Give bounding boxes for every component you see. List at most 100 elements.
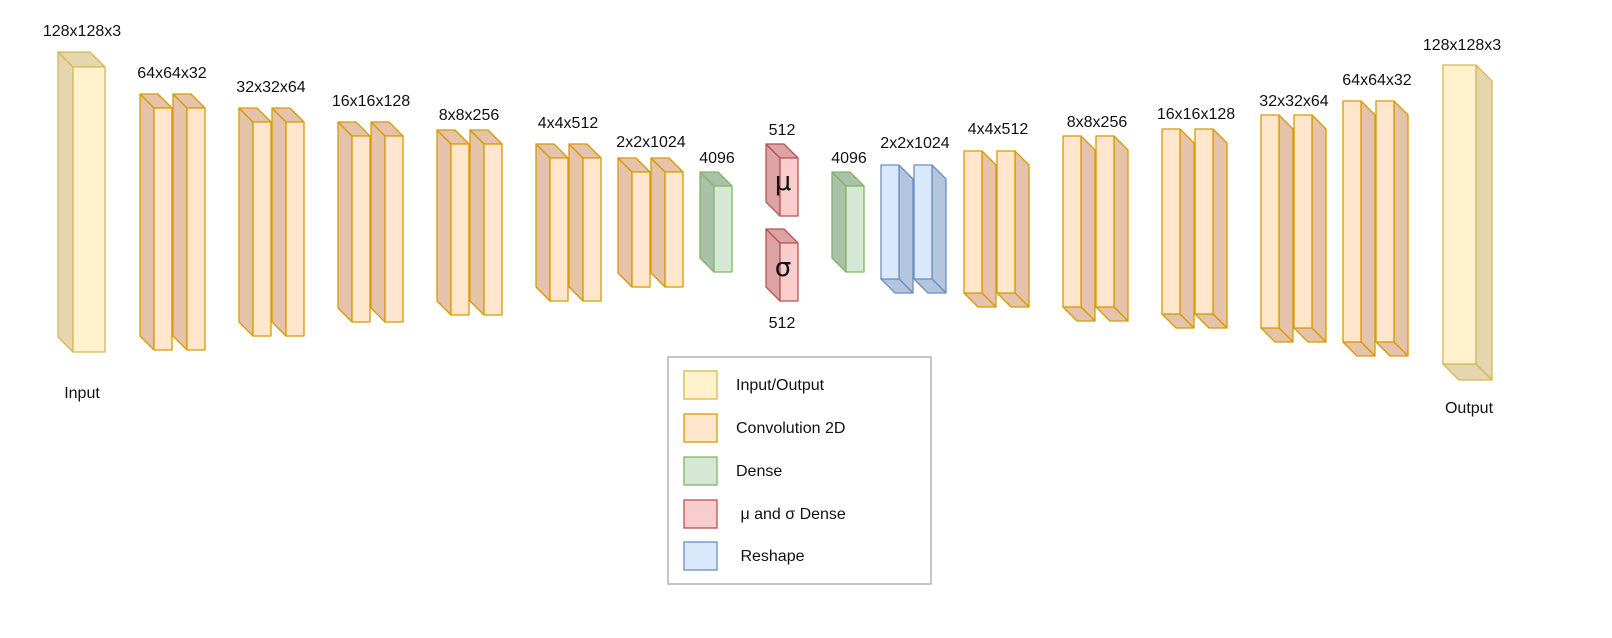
enc-conv-8x8x256-b-front — [483, 143, 503, 316]
enc-conv-2x2x1024-a-front — [631, 171, 651, 288]
dec-dim-label-4: 16x16x128 — [1157, 106, 1235, 123]
enc-conv-8x8x256-b — [469, 129, 503, 316]
input-block — [57, 51, 106, 353]
dec-dim-label-1: 2x2x1024 — [880, 135, 949, 152]
legend: Input/Output Convolution 2D Dense μ and … — [667, 356, 932, 585]
dec-dim-label-3: 8x8x256 — [1067, 114, 1128, 131]
mu-block — [765, 143, 799, 217]
enc-conv-32x32x64-b-front — [285, 121, 305, 337]
legend-swatch-musigma — [683, 499, 718, 529]
enc-conv-64x64x32-b — [172, 93, 206, 351]
enc-conv-2x2x1024-b-front — [664, 171, 684, 288]
output-label: Output — [1445, 400, 1494, 417]
enc-conv-8x8x256-a — [436, 129, 470, 316]
dec-conv-4x4x512-a-front — [963, 150, 983, 294]
enc-dim-label-1: 64x64x32 — [137, 65, 206, 82]
dec-dim-label-2: 4x4x512 — [968, 121, 1029, 138]
dec-conv-32x32x64-b-front — [1293, 114, 1313, 329]
dec-reshape-2x2x1024-b — [913, 164, 947, 294]
dec-conv-8x8x256-b — [1095, 135, 1129, 322]
enc-dim-label-7: 4096 — [699, 150, 735, 167]
enc-conv-2x2x1024-a — [617, 157, 651, 288]
enc-conv-32x32x64-a-front — [252, 121, 272, 337]
enc-conv-2x2x1024-b — [650, 157, 684, 288]
dec-reshape-2x2x1024-b-side — [931, 164, 947, 294]
enc-conv-4x4x512-b — [568, 143, 602, 302]
enc-conv-16x16x128-b-front — [384, 135, 404, 323]
enc-conv-4x4x512-a — [535, 143, 569, 302]
dec-dense-4096 — [831, 171, 865, 273]
input-block-side — [57, 51, 74, 353]
dec-conv-64x64x32-b-front — [1375, 100, 1395, 343]
mu-block-front — [779, 157, 799, 217]
dec-conv-8x8x256-b-front — [1095, 135, 1115, 308]
dec-conv-32x32x64-b-side — [1311, 114, 1327, 343]
dec-reshape-2x2x1024-b-front — [913, 164, 933, 280]
enc-conv-2x2x1024-a-side — [617, 157, 633, 288]
dec-dense-4096-side — [831, 171, 847, 273]
dec-dim-label-5: 32x32x64 — [1259, 93, 1328, 110]
dec-reshape-2x2x1024-a-side — [898, 164, 914, 294]
enc-conv-32x32x64-a — [238, 107, 272, 337]
input-label: Input — [64, 385, 100, 402]
legend-swatch-dense — [683, 456, 718, 486]
enc-conv-64x64x32-a-front — [153, 107, 173, 351]
output-block — [1442, 64, 1493, 381]
dec-conv-8x8x256-a-side — [1080, 135, 1096, 322]
dec-conv-64x64x32-b — [1375, 100, 1409, 357]
dec-conv-16x16x128-a — [1161, 128, 1195, 329]
dec-dim-label-6: 64x64x32 — [1342, 72, 1411, 89]
enc-dim-label-3: 16x16x128 — [332, 93, 410, 110]
dec-reshape-2x2x1024-a-front — [880, 164, 900, 280]
dec-conv-4x4x512-a-side — [981, 150, 997, 308]
enc-conv-64x64x32-a-side — [139, 93, 155, 351]
enc-conv-64x64x32-b-side — [172, 93, 188, 351]
enc-conv-2x2x1024-b-side — [650, 157, 666, 288]
dec-conv-4x4x512-b — [996, 150, 1030, 308]
dec-conv-64x64x32-b-side — [1393, 100, 1409, 357]
output-block-side — [1475, 64, 1493, 381]
dec-conv-4x4x512-b-front — [996, 150, 1016, 294]
legend-swatch-reshape — [683, 541, 718, 571]
dec-conv-64x64x32-a-side — [1360, 100, 1376, 357]
enc-conv-8x8x256-a-front — [450, 143, 470, 316]
enc-conv-4x4x512-a-side — [535, 143, 551, 302]
enc-dense-4096-side — [699, 171, 715, 273]
enc-conv-4x4x512-b-front — [582, 157, 602, 302]
legend-label-musigma: μ and σ Dense — [736, 506, 846, 523]
sigma-block-front — [779, 242, 799, 302]
enc-conv-32x32x64-b — [271, 107, 305, 337]
dec-reshape-2x2x1024-a — [880, 164, 914, 294]
enc-dim-label-2: 32x32x64 — [236, 79, 305, 96]
dec-dim-label-7: 128x128x3 — [1423, 37, 1501, 54]
dec-conv-64x64x32-a-front — [1342, 100, 1362, 343]
enc-conv-32x32x64-a-side — [238, 107, 254, 337]
dec-conv-16x16x128-b-side — [1212, 128, 1228, 329]
enc-conv-16x16x128-b-side — [370, 121, 386, 323]
enc-dense-4096-front — [713, 185, 733, 273]
enc-conv-8x8x256-b-side — [469, 129, 485, 316]
sigma-dim-label: 512 — [769, 315, 796, 332]
enc-dim-label-5: 4x4x512 — [538, 115, 599, 132]
dec-conv-32x32x64-b — [1293, 114, 1327, 343]
enc-dim-label-0: 128x128x3 — [43, 23, 121, 40]
legend-swatch-conv — [683, 413, 718, 443]
dec-conv-16x16x128-a-side — [1179, 128, 1195, 329]
dec-conv-16x16x128-b — [1194, 128, 1228, 329]
enc-dim-label-6: 2x2x1024 — [616, 134, 685, 151]
mu-dim-label: 512 — [769, 122, 796, 139]
dec-conv-8x8x256-a-front — [1062, 135, 1082, 308]
legend-label-reshape: Reshape — [736, 548, 805, 565]
enc-conv-64x64x32-a — [139, 93, 173, 351]
enc-conv-16x16x128-a — [337, 121, 371, 323]
dec-conv-8x8x256-b-side — [1113, 135, 1129, 322]
dec-conv-32x32x64-a-front — [1260, 114, 1280, 329]
legend-label-io: Input/Output — [736, 377, 825, 394]
enc-conv-4x4x512-b-side — [568, 143, 584, 302]
enc-conv-16x16x128-a-front — [351, 135, 371, 323]
enc-conv-8x8x256-a-side — [436, 129, 452, 316]
enc-conv-64x64x32-b-front — [186, 107, 206, 351]
dec-conv-32x32x64-a — [1260, 114, 1294, 343]
enc-conv-16x16x128-b — [370, 121, 404, 323]
